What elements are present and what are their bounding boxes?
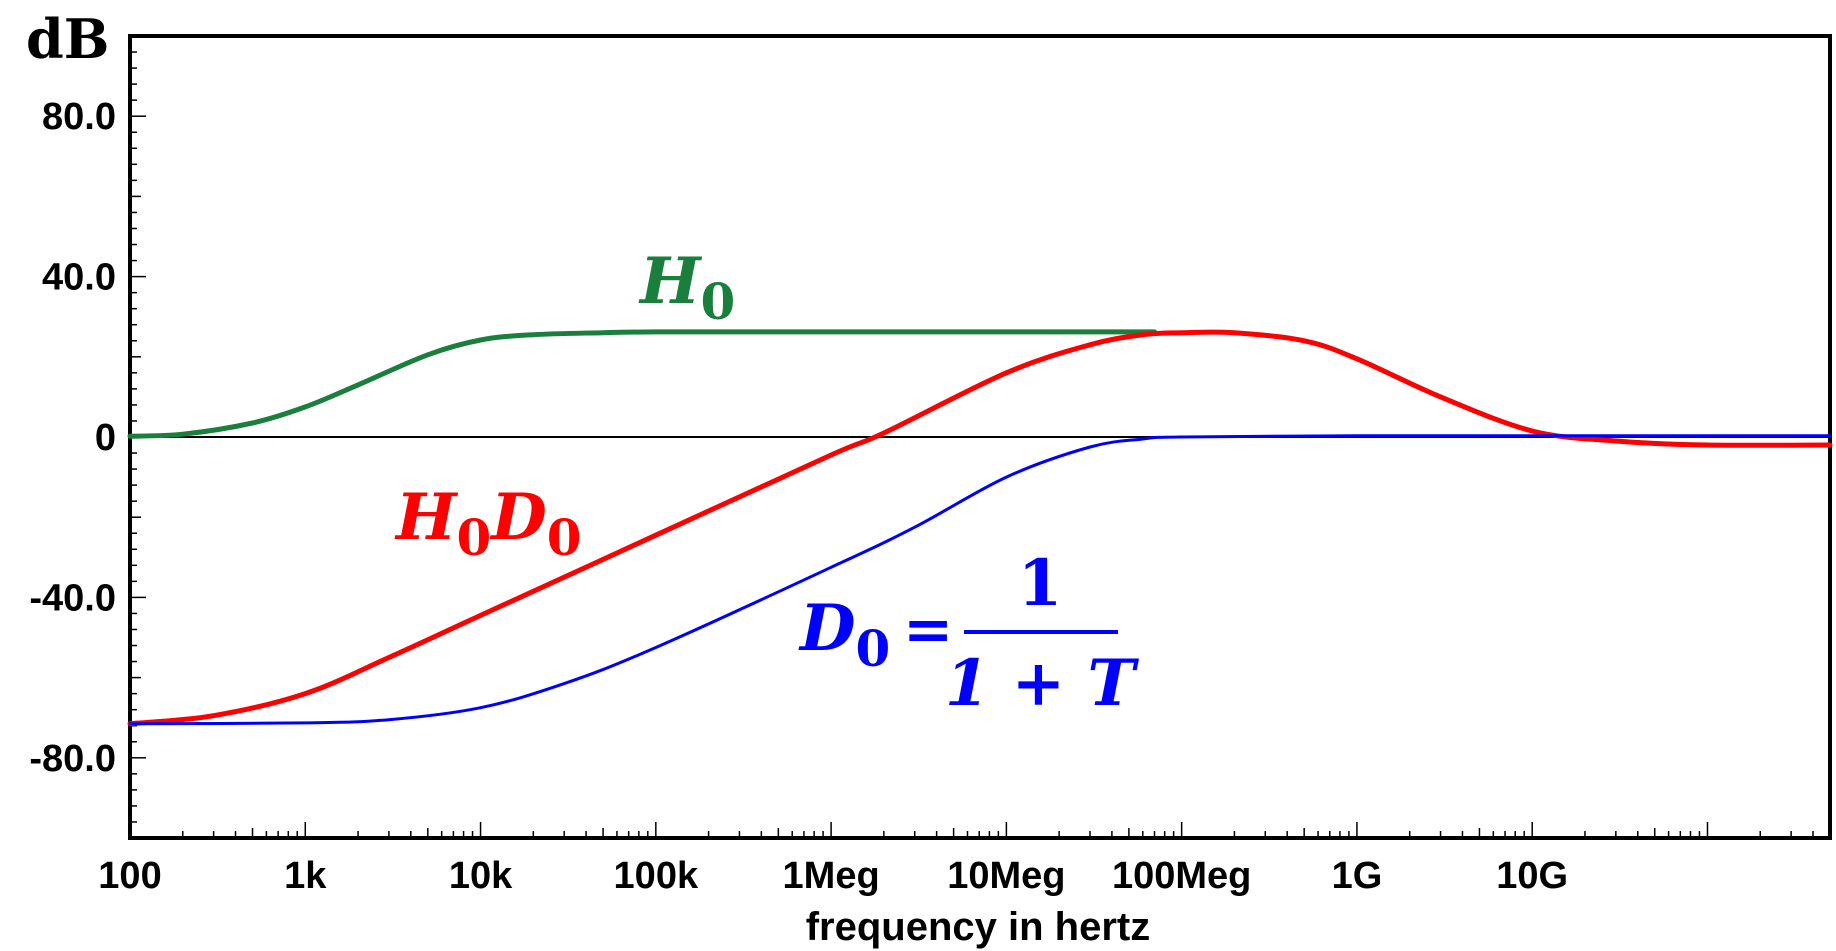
h0d0-sub1: 0 — [456, 508, 491, 567]
d0-main: D — [798, 591, 856, 666]
x-tick-label: 100 — [98, 855, 161, 897]
h0-sub: 0 — [700, 272, 735, 331]
y-tick-label: 80.0 — [42, 96, 116, 138]
d0-fraction-denominator: 1 + T — [945, 646, 1140, 721]
x-tick-label: 10Meg — [947, 855, 1065, 897]
d0-equals: = — [903, 595, 953, 665]
series-label-h0: H0 — [638, 244, 735, 331]
series-label-d0: D0 = 1 1 + T — [798, 546, 1140, 721]
x-tick-label: 10G — [1496, 855, 1568, 897]
h0d0-main1: H — [394, 480, 459, 555]
x-tick-label: 1k — [284, 855, 327, 897]
y-axis-unit-label: dB — [26, 7, 109, 71]
x-tick-label: 100k — [614, 855, 699, 897]
series-label-h0d0: H0D0 — [394, 480, 582, 567]
series-line-h0d0 — [127, 329, 1833, 727]
y-tick-label: -40.0 — [29, 577, 116, 619]
h0d0-sub2: 0 — [547, 508, 582, 567]
series-line-d0 — [128, 434, 1832, 726]
d0-fraction-numerator: 1 — [1018, 546, 1063, 621]
y-tick-label: -80.0 — [29, 738, 116, 780]
h0d0-main2: D — [489, 480, 547, 555]
x-tick-labels: 100 1k 10k 100k 1Meg 10Meg 100Meg 1G 10G — [98, 855, 1568, 897]
axis-ticks — [129, 35, 1831, 839]
y-tick-label: 40.0 — [42, 257, 116, 299]
series-group — [127, 329, 1833, 727]
d0-lhs: D0 — [798, 591, 890, 678]
x-axis-title: frequency in hertz — [806, 905, 1151, 949]
y-tick-label: 0 — [95, 417, 116, 459]
h0-main: H — [638, 244, 703, 319]
x-tick-label: 1Meg — [783, 855, 880, 897]
y-tick-labels: 80.0 40.0 0 -40.0 -80.0 — [29, 96, 116, 780]
x-tick-label: 10k — [449, 855, 513, 897]
series-line-h0 — [127, 329, 1157, 439]
x-tick-label: 100Meg — [1112, 855, 1251, 897]
x-tick-label: 1G — [1332, 855, 1383, 897]
d0-sub: 0 — [856, 619, 891, 678]
